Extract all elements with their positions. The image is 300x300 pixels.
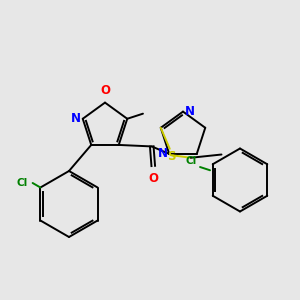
Text: N: N xyxy=(158,147,168,161)
Text: N: N xyxy=(71,112,81,125)
Text: O: O xyxy=(100,84,110,97)
Text: S: S xyxy=(167,150,176,163)
Text: Cl: Cl xyxy=(17,178,28,188)
Text: O: O xyxy=(148,172,158,185)
Text: Cl: Cl xyxy=(186,155,197,166)
Text: N: N xyxy=(184,105,195,118)
